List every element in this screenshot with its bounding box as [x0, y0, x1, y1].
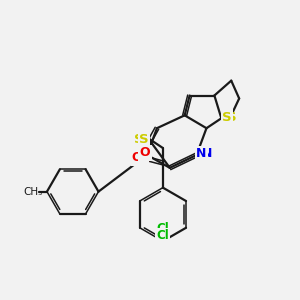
- Text: N: N: [132, 149, 142, 162]
- Text: O: O: [132, 152, 142, 164]
- Text: S: S: [227, 111, 237, 124]
- Text: N: N: [196, 148, 207, 160]
- Text: O: O: [140, 146, 150, 160]
- Text: O: O: [140, 153, 150, 166]
- Text: CH₃: CH₃: [24, 187, 43, 196]
- Text: N: N: [202, 148, 212, 160]
- Text: Cl: Cl: [157, 222, 169, 235]
- Text: O: O: [132, 152, 142, 164]
- Text: S: S: [139, 133, 149, 146]
- Text: S: S: [134, 133, 144, 146]
- Text: Cl: Cl: [157, 229, 169, 242]
- Text: N: N: [137, 149, 147, 162]
- Text: S: S: [223, 111, 232, 124]
